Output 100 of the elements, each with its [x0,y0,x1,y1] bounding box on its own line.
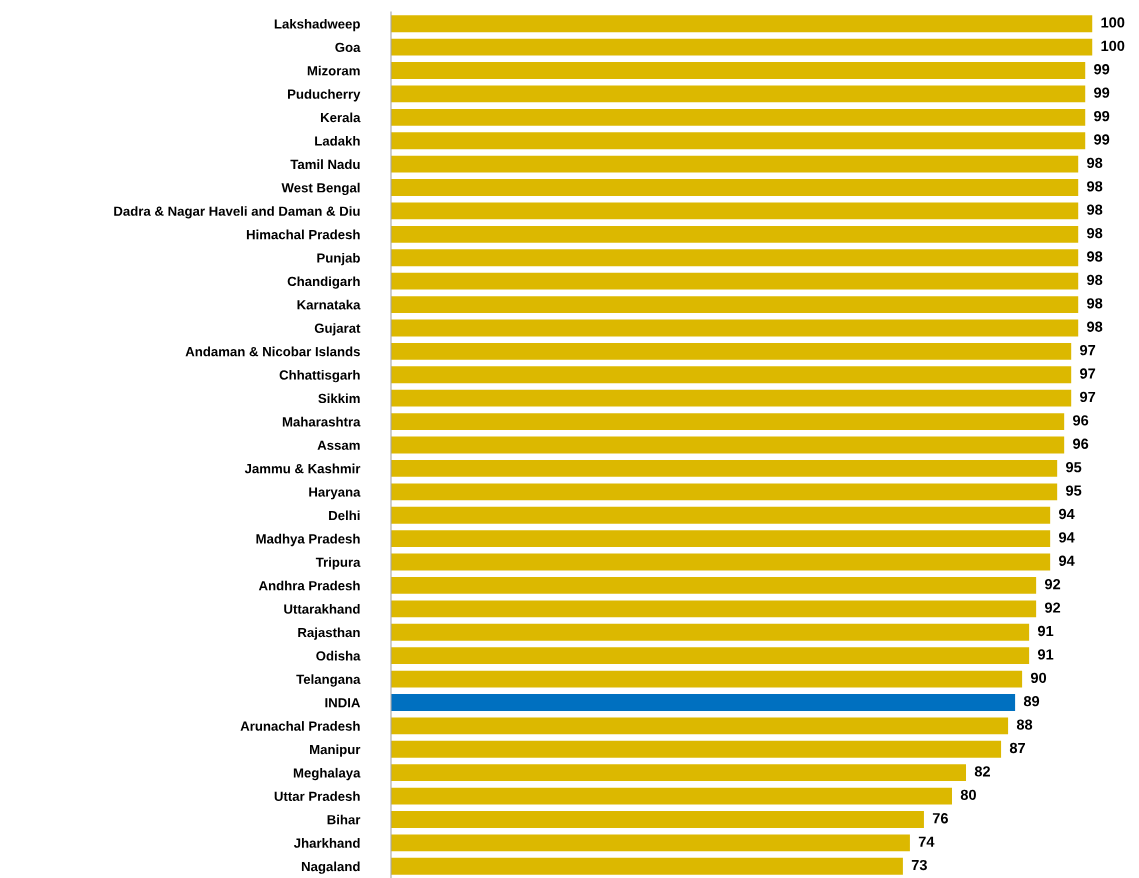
data-label: 100 [1101,17,1125,28]
bar [391,62,1086,79]
bar [391,811,924,828]
bar [391,694,1016,711]
data-label: 90 [1030,672,1047,683]
data-label: 96 [1073,415,1089,426]
bar [391,38,1093,56]
bar [391,553,1051,571]
y-tick-label: Assam [317,440,360,450]
bar [391,577,1037,594]
y-tick-label: Uttarakhand [284,604,360,614]
y-tick-label: Ladakh [315,135,360,146]
data-label: 99 [1094,134,1110,145]
y-tick-label: Jammu & Kashmir [244,463,361,474]
data-label: 92 [1044,579,1061,590]
bar [391,249,1079,267]
data-label: 91 [1037,649,1054,660]
y-tick-label: Bihar [327,814,361,825]
bar [391,225,1079,243]
y-tick-label: Kerala [320,112,361,123]
data-label: 94 [1059,555,1075,566]
data-label: 99 [1094,110,1110,122]
y-tick-label: Delhi [329,510,360,521]
y-tick-label: Manipur [310,744,361,757]
y-tick-label: Sikkim [318,393,360,404]
bar [391,296,1079,313]
y-tick-label: Chhattisgarh [279,370,360,383]
y-tick-label: Uttar Pradesh [274,791,360,801]
bar [391,15,1093,33]
bar [391,740,1002,758]
data-label: 100 [1101,40,1125,52]
bar [391,834,910,852]
y-tick-label: INDIA [325,698,361,708]
y-tick-label: Chandigarh [287,276,360,289]
y-tick-label: Nagaland [301,861,360,874]
bar [391,787,952,805]
bar [391,647,1030,665]
data-label: 97 [1080,391,1096,403]
y-tick-label: Telangana [296,674,361,687]
data-label: 98 [1087,227,1103,239]
y-tick-label: Lakshadweep [274,18,360,32]
bar [391,132,1086,150]
data-label: 94 [1059,508,1075,520]
data-label: 99 [1094,87,1110,98]
data-label: 98 [1087,204,1103,215]
bar [391,179,1079,196]
bar [391,530,1051,548]
bar [391,108,1086,126]
data-label: 87 [1009,742,1025,754]
y-tick-label: Meghalaya [293,767,361,781]
y-tick-label: Maharashtra [282,416,361,427]
bar [391,436,1065,454]
y-tick-label: Rajasthan [298,627,360,640]
data-label: 98 [1087,321,1103,332]
data-label: 96 [1073,438,1089,449]
y-tick-label: West Bengal [281,182,360,196]
data-label: 92 [1044,602,1061,613]
data-label: 88 [1016,719,1033,730]
bar [391,600,1037,618]
data-label: 97 [1080,344,1096,356]
y-tick-label: Haryana [309,487,361,500]
y-tick-label: Punjab [317,252,360,266]
bar [391,857,903,875]
data-label: 95 [1066,485,1082,496]
data-label: 80 [960,789,976,800]
data-label: 76 [932,813,948,824]
bar [391,506,1051,524]
bar [391,717,1009,735]
y-tick-label: Tripura [315,557,361,570]
data-label: 91 [1037,625,1054,637]
y-tick-label: Dadra & Nagar Haveli and Daman & Diu [114,206,360,219]
bar [391,764,967,782]
y-tick-label: Odisha [316,650,361,661]
y-tick-label: Tamil Nadu [290,159,360,170]
bar [391,366,1072,384]
data-label: 97 [1080,368,1096,379]
data-label: 94 [1059,532,1075,543]
data-label: 73 [911,859,927,871]
data-label: 98 [1087,274,1103,286]
data-label: 99 [1094,64,1110,75]
bar [391,389,1072,407]
y-tick-label: Karnataka [297,299,361,310]
bar [391,483,1058,501]
bar [391,342,1072,360]
y-tick-label: Andhra Pradesh [258,580,360,591]
bar [391,85,1086,103]
bar [391,413,1065,431]
bar [391,623,1030,641]
y-tick-label: Puducherry [288,89,361,102]
y-tick-label: Gujarat [314,323,361,336]
bar [391,319,1079,337]
y-tick-label: Andaman & Nicobar Islands [185,346,360,357]
data-label: 98 [1087,251,1103,262]
data-label: 98 [1087,298,1103,309]
bar [391,459,1058,477]
bar [391,272,1079,290]
y-tick-label: Himachal Pradesh [246,229,360,240]
y-tick-label: Madhya Pradesh [256,533,360,547]
data-label: 74 [918,836,935,847]
bar [391,155,1079,173]
